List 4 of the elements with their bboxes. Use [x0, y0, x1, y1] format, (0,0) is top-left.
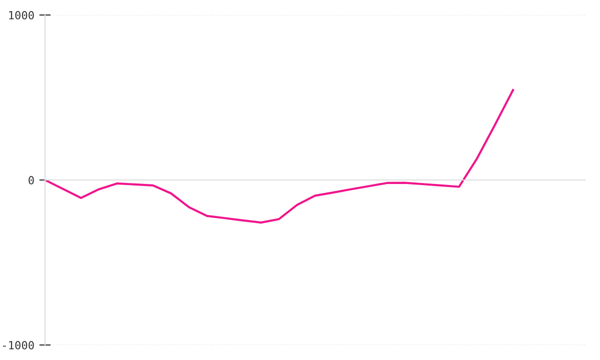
y-tick-label: 0 — [28, 176, 34, 184]
line-series — [45, 89, 514, 224]
y-tick-label: 1000 — [9, 11, 34, 20]
y-tick-label: -1000 — [3, 341, 34, 350]
